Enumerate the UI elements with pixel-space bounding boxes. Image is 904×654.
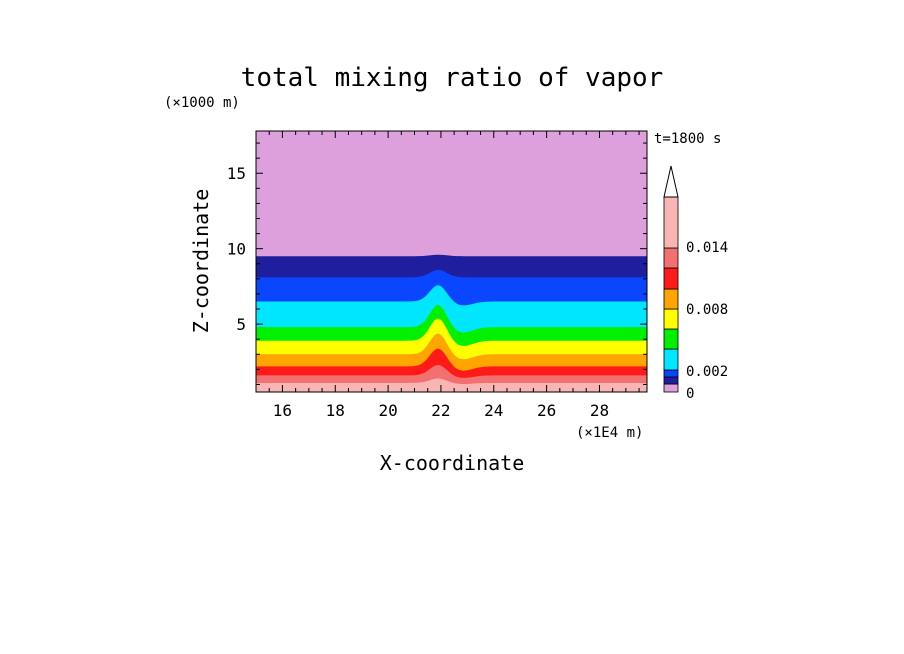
colorbar-segment bbox=[663, 267, 679, 290]
colorbar bbox=[663, 165, 679, 393]
x-tick-labels: 16 18 20 22 24 26 28 bbox=[273, 401, 609, 420]
colorbar-segment bbox=[663, 328, 679, 350]
chart-title: total mixing ratio of vapor bbox=[241, 63, 664, 93]
x-unit-label: (×1E4 m) bbox=[576, 425, 643, 441]
y-axis-label: Z-coordinate bbox=[189, 189, 213, 334]
colorbar-tick-label: 0.014 bbox=[686, 240, 728, 256]
colorbar-segment bbox=[663, 308, 679, 330]
colorbar-tick-label: 0 bbox=[686, 386, 694, 402]
contour-band bbox=[256, 378, 647, 392]
x-axis-label: X-coordinate bbox=[380, 451, 525, 475]
y-tick-label: 5 bbox=[236, 315, 246, 334]
y-tick-labels: 5 10 15 bbox=[227, 164, 246, 334]
x-tick-label: 18 bbox=[326, 401, 345, 420]
colorbar-segment bbox=[663, 369, 679, 378]
x-tick-label: 22 bbox=[431, 401, 450, 420]
colorbar-segment bbox=[663, 288, 679, 310]
contour-bands bbox=[256, 131, 647, 392]
axis-ticks bbox=[255, 131, 647, 392]
colorbar-tick-label: 0.002 bbox=[686, 364, 728, 380]
colorbar-segment bbox=[663, 247, 679, 269]
x-tick-label: 26 bbox=[537, 401, 556, 420]
colorbar-tick-label: 0.008 bbox=[686, 302, 728, 318]
x-tick-label: 24 bbox=[484, 401, 503, 420]
colorbar-segment bbox=[663, 376, 679, 385]
y-tick-label: 10 bbox=[227, 240, 246, 259]
x-tick-label: 28 bbox=[590, 401, 609, 420]
colorbar-extend-arrow bbox=[663, 165, 679, 198]
x-tick-label: 16 bbox=[273, 401, 292, 420]
y-unit-label: (×1000 m) bbox=[164, 95, 240, 111]
colorbar-labels: 0 0.002 0.008 0.014 bbox=[686, 240, 728, 402]
y-tick-label: 15 bbox=[227, 164, 246, 183]
time-label: t=1800 s bbox=[654, 131, 721, 147]
plot-frame bbox=[255, 130, 648, 393]
colorbar-segment bbox=[663, 196, 679, 249]
colorbar-segment bbox=[663, 348, 679, 371]
x-tick-label: 20 bbox=[378, 401, 397, 420]
colorbar-segment bbox=[663, 383, 679, 393]
